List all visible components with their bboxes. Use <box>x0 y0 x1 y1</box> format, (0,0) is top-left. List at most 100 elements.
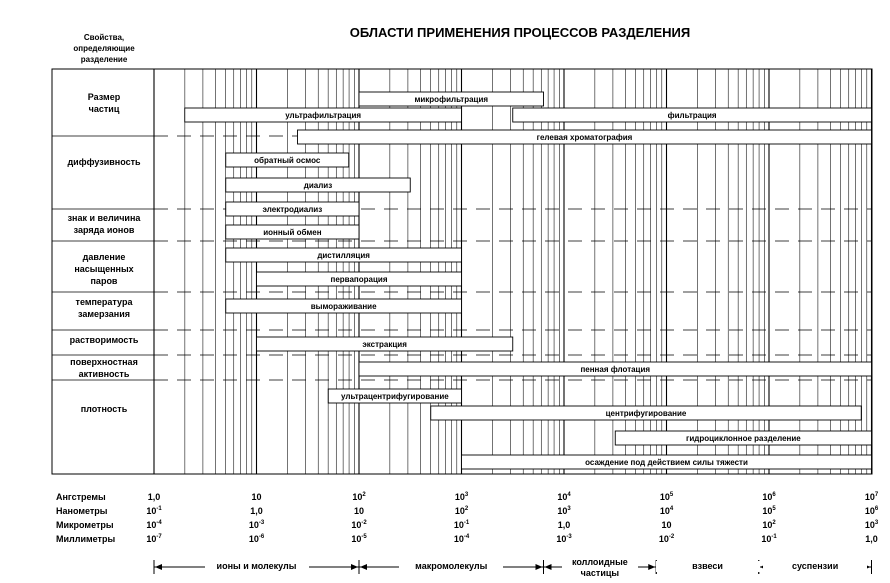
process-bars: микрофильтрация ультрафильтрация фильтраци… <box>184 91 872 470</box>
scale-tick-exponent: -1 <box>463 520 470 526</box>
scale-tick-exponent: -7 <box>156 534 162 540</box>
scale-tick-exponent: 4 <box>669 506 674 512</box>
scale-tick-value: 10-5 <box>351 534 367 544</box>
scale-tick-exponent: 4 <box>567 492 571 498</box>
property-vapor-pressure: давление насыщенных паров <box>56 251 152 287</box>
scale-tick-value: 10-1 <box>453 520 470 530</box>
header-line-3: разделение <box>80 55 128 64</box>
process-bar <box>256 336 514 352</box>
property-line: насыщенных <box>74 264 134 274</box>
scale-tick-value: 10 <box>251 492 262 502</box>
scale-tick-value: 103 <box>557 506 571 516</box>
property-line: заряда ионов <box>73 225 135 235</box>
process-label: гелевая хроматография <box>537 133 633 142</box>
scale-tick-value: 103 <box>864 520 879 530</box>
range-arrowhead <box>155 564 162 570</box>
scale-tick-exponent: -4 <box>463 534 470 540</box>
scale-tick-exponent: 5 <box>772 506 776 512</box>
process-label: микрофильтрация <box>414 95 488 104</box>
scale-tick-value: 10-3 <box>248 520 265 530</box>
micrometer-row-label: Микрометры <box>56 520 114 530</box>
scale-tick-exponent: 5 <box>669 492 674 498</box>
process-label: фильтрация <box>668 111 717 120</box>
process-bar <box>225 152 350 168</box>
scale-tick-exponent: -6 <box>258 534 265 540</box>
property-line: Размер <box>87 92 121 102</box>
process-bar <box>225 224 360 240</box>
header-line-2: определяющие <box>73 44 135 53</box>
range-label: макромолекулы <box>399 561 504 572</box>
diagram-title: ОБЛАСТИ ПРИМЕНЕНИЯ ПРОЦЕССОВ РАЗДЕЛЕНИЯ <box>349 25 691 40</box>
scale-tick-value: 104 <box>659 506 674 516</box>
scale-tick-exponent: 6 <box>874 506 879 512</box>
process-bar <box>327 388 462 404</box>
range-label: взвеси <box>655 561 760 572</box>
scale-tick-value: 1,0 <box>865 534 878 544</box>
scale-tick-exponent: 2 <box>464 506 469 512</box>
process-label: ультрацентрифугирование <box>341 392 449 401</box>
process-bar <box>430 405 862 421</box>
property-particle-size: Размер частиц <box>56 91 152 115</box>
scale-tick-value: 10-4 <box>146 520 162 530</box>
range-arrowhead <box>360 564 367 570</box>
scale-tick-exponent: 2 <box>772 520 776 526</box>
scale-tick-exponent: 3 <box>567 506 571 512</box>
range-arrows <box>153 560 872 574</box>
scale-tick-value: 10-3 <box>556 534 572 544</box>
process-label: вымораживание <box>311 302 377 311</box>
scale-tick-value: 10-1 <box>761 534 777 544</box>
scale-tick-value: 103 <box>454 492 469 502</box>
scale-tick-value: 102 <box>352 492 366 502</box>
scale-tick-value: 102 <box>454 506 469 516</box>
process-label: дистилляция <box>317 251 370 260</box>
nanometer-row-label: Нанометры <box>56 506 108 516</box>
process-bar <box>184 107 462 123</box>
scale-tick-exponent: -1 <box>771 534 777 540</box>
property-line: частиц <box>88 104 120 114</box>
scale-tick-value: 10-6 <box>248 534 265 544</box>
property-diffusivity: диффузивность <box>56 156 152 168</box>
scale-tick-value: 102 <box>762 520 776 530</box>
scale-tick-value: 105 <box>762 506 776 516</box>
millimeter-row-label: Миллиметры <box>56 534 116 544</box>
property-line: поверхностная <box>70 357 138 367</box>
scale-tick-value: 1,0 <box>557 520 571 530</box>
range-arrowhead <box>544 564 552 570</box>
property-line: знак и величина <box>67 213 141 223</box>
property-line: плотность <box>80 404 128 414</box>
scale-tick-value: 1,0 <box>250 506 263 516</box>
header-line-1: Свойства, <box>83 33 125 42</box>
range-label: ионы и молекулы <box>204 561 309 572</box>
process-label: электродиализ <box>263 205 323 214</box>
process-bar <box>225 201 360 217</box>
process-label: ультрафильтрация <box>285 111 361 120</box>
range-arrowhead <box>648 564 656 570</box>
scale-tick-value: 107 <box>864 492 879 502</box>
scale-tick-exponent: -1 <box>156 506 162 512</box>
scale-tick-value: 10-7 <box>146 534 162 544</box>
property-line: температура <box>75 297 133 307</box>
scale-tick-exponent: 3 <box>874 520 879 526</box>
process-bar <box>225 247 462 263</box>
scale-tick-exponent: 7 <box>874 492 879 498</box>
property-line: растворимость <box>69 335 139 345</box>
property-freezing-point: температура замерзания <box>56 296 152 320</box>
range-arrowhead <box>351 564 358 570</box>
process-bar <box>358 91 544 107</box>
scale-tick-exponent: -2 <box>361 520 367 526</box>
process-label: первапорация <box>331 275 388 284</box>
scale-tick-exponent: -3 <box>258 520 265 526</box>
scale-tick-exponent: 6 <box>772 492 776 498</box>
property-ion-charge: знак и величина заряда ионов <box>56 212 152 236</box>
property-line: давление <box>82 252 126 262</box>
property-line: активность <box>78 369 130 379</box>
process-label: центрифугирование <box>606 409 687 418</box>
range-label: суспензии <box>763 561 868 572</box>
property-column-header: Свойства, определяющие разделение <box>54 32 154 65</box>
scale-tick-value: 10-4 <box>453 534 470 544</box>
process-label: экстракция <box>362 340 407 349</box>
scale-tick-value: 104 <box>557 492 571 502</box>
angstrom-row-label: Ангстремы <box>56 492 106 502</box>
scale-tick-exponent: 2 <box>362 492 366 498</box>
scale-tick-value: 10-2 <box>658 534 675 544</box>
